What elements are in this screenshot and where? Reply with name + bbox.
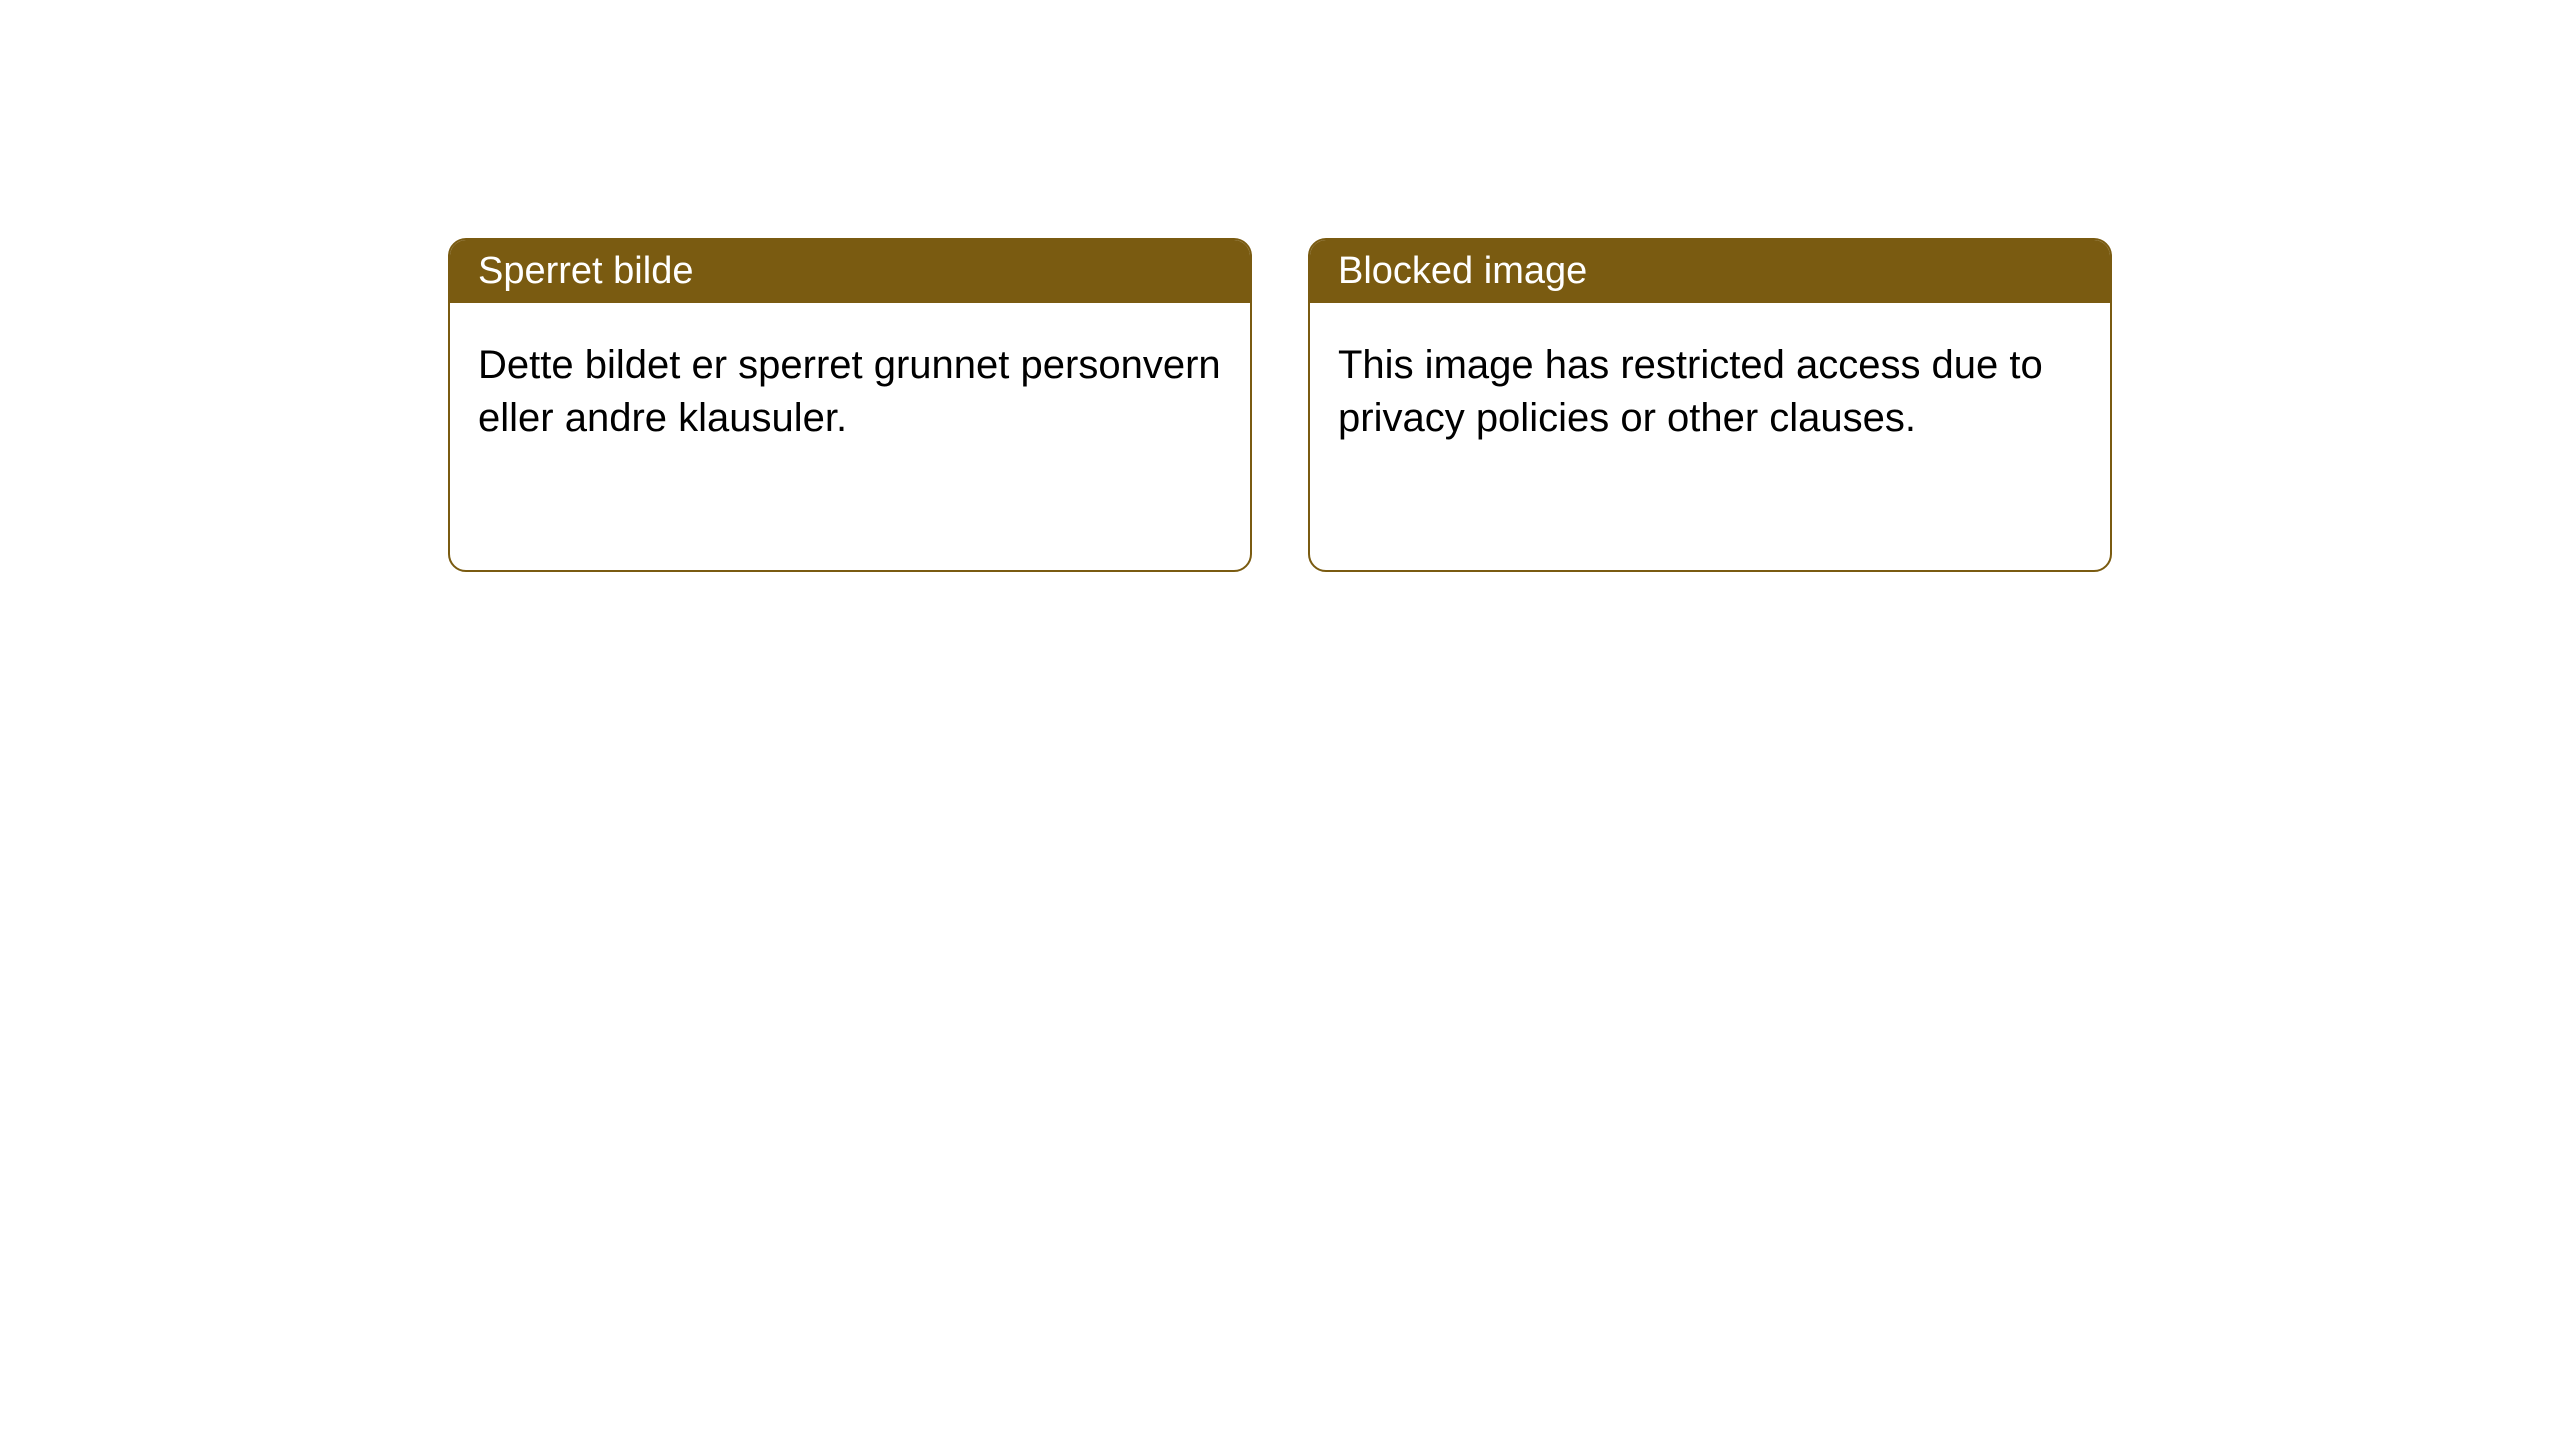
- card-body-text-en: This image has restricted access due to …: [1338, 343, 2043, 440]
- card-body-no: Dette bildet er sperret grunnet personve…: [450, 303, 1250, 481]
- cards-container: Sperret bilde Dette bildet er sperret gr…: [0, 0, 2560, 572]
- card-header-en: Blocked image: [1310, 240, 2110, 303]
- card-title-no: Sperret bilde: [478, 250, 693, 292]
- blocked-image-card-en: Blocked image This image has restricted …: [1308, 238, 2112, 572]
- card-body-text-no: Dette bildet er sperret grunnet personve…: [478, 343, 1221, 440]
- card-body-en: This image has restricted access due to …: [1310, 303, 2110, 481]
- card-header-no: Sperret bilde: [450, 240, 1250, 303]
- blocked-image-card-no: Sperret bilde Dette bildet er sperret gr…: [448, 238, 1252, 572]
- card-title-en: Blocked image: [1338, 250, 1587, 292]
